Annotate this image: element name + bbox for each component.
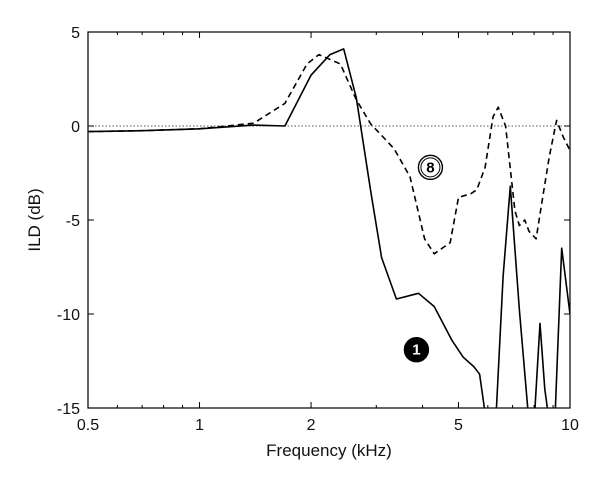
y-tick-label: -15	[57, 401, 80, 418]
series-line-8	[88, 53, 570, 255]
x-tick-label: 2	[307, 417, 316, 434]
axis-ticks	[87, 31, 571, 409]
y-tick-label: -10	[57, 307, 80, 324]
series-marker-1	[403, 337, 430, 363]
series-layer	[88, 48, 570, 408]
y-tick-label: 5	[71, 25, 80, 42]
series-marker-label-8: 8	[426, 159, 434, 176]
x-tick-label: 0.5	[77, 417, 99, 434]
series-markers: 18	[403, 154, 444, 363]
x-tick-label: 5	[454, 417, 463, 434]
y-tick-label: -5	[66, 213, 80, 230]
tick-labels: 0.5 1 2 5 10 5 0 -5 -10 -15	[57, 25, 579, 434]
series-marker-inner-ring-8	[420, 157, 441, 178]
y-axis-label: ILD (dB)	[25, 188, 44, 251]
series-marker-label-1: 1	[412, 342, 420, 359]
series-marker-8	[417, 154, 444, 181]
x-axis-label: Frequency (kHz)	[266, 441, 392, 460]
x-tick-label: 1	[195, 417, 204, 434]
series-line-1	[88, 48, 570, 408]
plot-area-background	[88, 32, 570, 408]
y-tick-label: 0	[71, 119, 80, 136]
x-tick-label: 10	[561, 417, 579, 434]
